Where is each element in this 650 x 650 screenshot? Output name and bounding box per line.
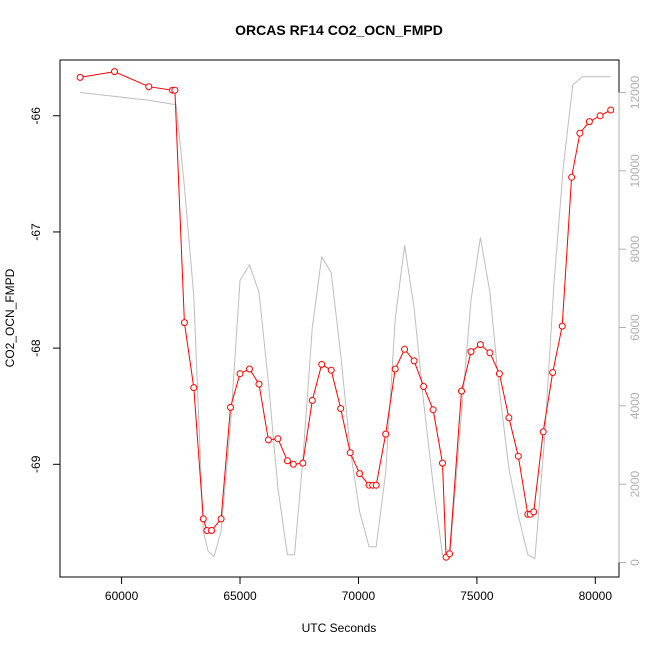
data-point: [255, 380, 263, 388]
x-tick-label: 75000: [460, 589, 494, 603]
primary-series-layer: [76, 68, 615, 561]
data-point: [180, 319, 188, 327]
data-point: [382, 430, 390, 438]
data-point: [585, 118, 593, 126]
x-axis: 60000 65000 70000 75000 80000: [105, 576, 613, 603]
y-tick-label: -68: [29, 339, 43, 357]
data-point: [505, 414, 513, 422]
data-point: [495, 370, 503, 378]
data-point: [420, 383, 428, 390]
data-point: [246, 365, 253, 373]
x-tick-label: 80000: [579, 589, 613, 603]
data-point: [530, 508, 538, 516]
data-point: [190, 384, 198, 392]
y2-tick-label: 4000: [628, 392, 642, 419]
data-point: [391, 365, 399, 373]
data-point: [476, 341, 484, 349]
data-point: [318, 360, 326, 368]
data-point: [514, 452, 522, 460]
data-point: [446, 550, 454, 558]
data-point: [274, 435, 282, 443]
y2-tick-label: 6000: [628, 314, 642, 341]
data-point: [327, 366, 335, 374]
x-tick-label: 65000: [223, 589, 257, 603]
data-point: [596, 112, 604, 120]
data-point: [299, 459, 307, 467]
y-axis-label: CO2_OCN_FMPD: [3, 268, 17, 367]
data-point: [283, 457, 291, 465]
data-point: [568, 173, 576, 181]
data-point: [346, 449, 354, 457]
data-point: [227, 403, 234, 411]
data-point: [607, 106, 615, 114]
data-point: [356, 470, 364, 478]
y2-axis: 0 2000 4000 6000 8000 10000 12000: [618, 76, 642, 566]
data-point: [264, 436, 272, 444]
secondary-series-layer: [80, 76, 611, 560]
y-tick-label: -66: [29, 107, 43, 125]
chart-title: ORCAS RF14 CO2_OCN_FMPD: [235, 22, 443, 38]
data-point: [171, 86, 179, 94]
data-point: [401, 345, 409, 353]
data-point: [549, 369, 557, 376]
data-point: [308, 396, 316, 404]
data-point: [111, 68, 118, 76]
data-point: [337, 405, 345, 412]
data-point: [236, 370, 244, 378]
y2-tick-label: 8000: [628, 236, 642, 263]
secondary-series-line: [80, 76, 611, 560]
data-point: [289, 460, 297, 468]
y2-tick-label: 2000: [628, 471, 642, 498]
data-point: [145, 83, 153, 91]
data-point: [410, 357, 418, 365]
x-tick-label: 70000: [342, 589, 376, 603]
data-point: [199, 515, 207, 523]
data-point: [576, 129, 584, 137]
data-point: [208, 527, 216, 534]
data-point: [76, 73, 84, 81]
y2-tick-label: 0: [628, 559, 642, 566]
data-point: [486, 349, 494, 357]
data-point: [439, 459, 446, 467]
data-point: [458, 387, 465, 395]
y-axis: -69 -68 -67 -66: [29, 107, 61, 473]
y-tick-label: -69: [29, 455, 43, 473]
data-point: [217, 515, 225, 523]
data-point: [539, 428, 547, 436]
data-point: [429, 406, 437, 414]
data-point: [467, 348, 475, 356]
data-point: [372, 481, 380, 489]
y2-tick-label: 12000: [628, 76, 642, 110]
y-tick-label: -67: [29, 223, 43, 241]
y2-tick-label: 10000: [628, 154, 642, 188]
x-axis-label: UTC Seconds: [302, 621, 377, 635]
data-point: [558, 322, 566, 330]
x-tick-label: 60000: [105, 589, 139, 603]
